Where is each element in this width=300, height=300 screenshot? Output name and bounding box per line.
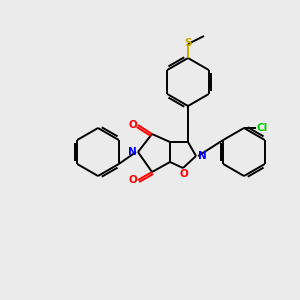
Text: O: O <box>180 169 188 179</box>
Text: Cl: Cl <box>256 123 268 133</box>
Text: S: S <box>184 38 192 48</box>
Text: O: O <box>129 175 137 185</box>
Text: N: N <box>128 147 136 157</box>
Text: N: N <box>198 151 206 161</box>
Text: O: O <box>129 120 137 130</box>
